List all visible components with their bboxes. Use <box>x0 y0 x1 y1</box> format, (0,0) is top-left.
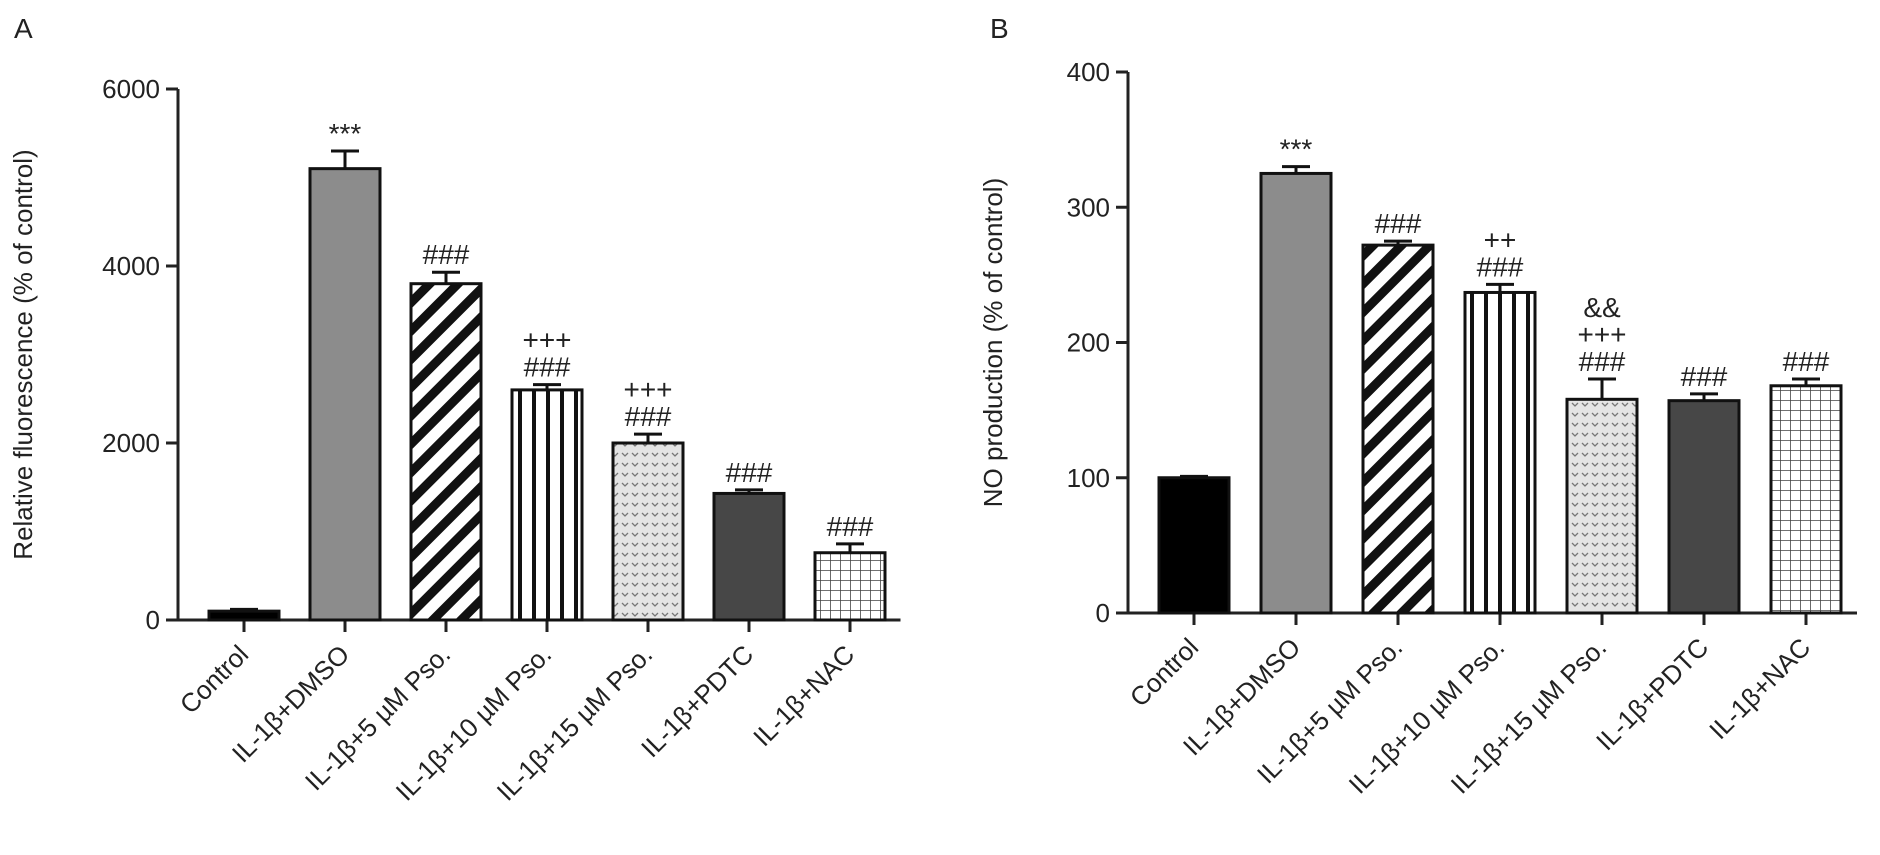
bar <box>308 167 382 622</box>
bar <box>510 388 584 622</box>
significance-mark: ### <box>625 401 672 432</box>
bar <box>207 609 281 622</box>
bar <box>611 441 685 622</box>
y-tick-label: 300 <box>1067 192 1110 222</box>
significance-mark: *** <box>1280 134 1313 165</box>
y-tick-label: 100 <box>1067 463 1110 493</box>
bar <box>1361 243 1435 615</box>
significance-mark: ++ <box>1484 224 1517 255</box>
y-axis-label: Relative fluorescence (% of control) <box>8 149 38 559</box>
bar <box>1259 171 1333 615</box>
significance-mark: ### <box>1477 251 1524 282</box>
bar <box>1667 399 1741 615</box>
significance-mark: ### <box>827 511 874 542</box>
panel-label: B <box>990 13 1009 44</box>
y-tick-label: 0 <box>1096 598 1110 628</box>
significance-mark: +++ <box>522 325 571 356</box>
y-tick-label: 0 <box>146 605 160 635</box>
y-tick-label: 200 <box>1067 328 1110 358</box>
bar <box>712 491 786 622</box>
significance-mark: ### <box>726 457 773 488</box>
y-tick-label: 2000 <box>102 428 160 458</box>
significance-mark: *** <box>329 118 362 149</box>
bar <box>1157 476 1231 615</box>
x-tick-label: Control <box>1124 632 1204 712</box>
bar <box>813 551 887 622</box>
significance-mark: ### <box>1579 346 1626 377</box>
bar <box>1769 384 1843 615</box>
significance-mark: && <box>1583 292 1621 323</box>
significance-mark: ### <box>423 239 470 270</box>
y-axis-label: NO production (% of control) <box>978 178 1008 507</box>
x-tick-label: IL-1β+NAC <box>1703 632 1816 745</box>
x-tick-label: IL-1β+NAC <box>747 639 860 752</box>
bar <box>1565 397 1639 615</box>
significance-mark: +++ <box>623 374 672 405</box>
x-tick-label: Control <box>174 639 254 719</box>
significance-mark: ### <box>524 352 571 383</box>
significance-mark: +++ <box>1577 319 1626 350</box>
bar <box>1463 290 1537 615</box>
significance-mark: ### <box>1375 208 1422 239</box>
significance-mark: ### <box>1681 361 1728 392</box>
y-tick-label: 6000 <box>102 74 160 104</box>
significance-mark: ### <box>1783 346 1830 377</box>
bar <box>409 282 483 622</box>
y-tick-label: 4000 <box>102 251 160 281</box>
y-tick-label: 400 <box>1067 57 1110 87</box>
panel-label: A <box>14 13 33 44</box>
